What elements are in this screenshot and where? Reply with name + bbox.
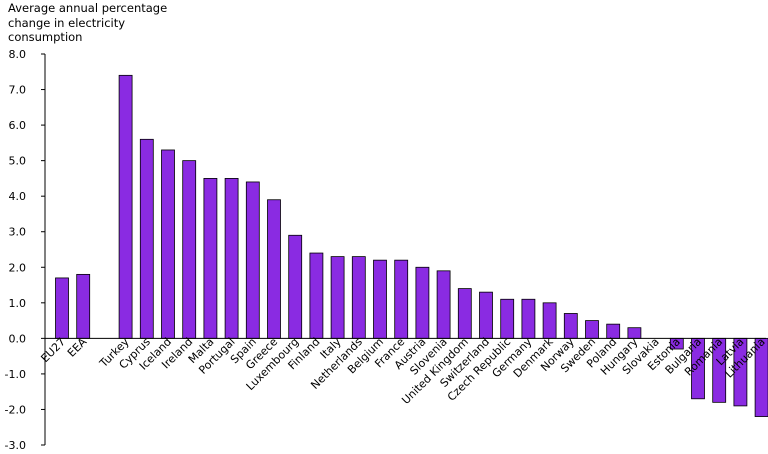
y-tick-label: -3.0 xyxy=(5,439,26,452)
bar-austria xyxy=(415,266,430,339)
y-tick-label: 6.0 xyxy=(9,119,27,132)
bar-belgium xyxy=(373,259,387,339)
y-tick-label: -1.0 xyxy=(5,368,26,381)
y-axis-title-line-1: Average annual percentage xyxy=(8,1,167,15)
bar-slovenia xyxy=(436,270,451,339)
bar-united-kingdom xyxy=(457,288,472,339)
y-tick-label: 1.0 xyxy=(9,297,27,310)
y-tick-label: 0.0 xyxy=(9,332,27,345)
bar-italy xyxy=(330,256,345,339)
y-tick-label: 7.0 xyxy=(9,84,27,97)
bar-switzerland xyxy=(479,291,493,339)
y-tick-label: 5.0 xyxy=(9,155,27,168)
bar-norway xyxy=(563,313,578,339)
bars xyxy=(55,74,768,417)
bar-denmark xyxy=(542,302,557,339)
bar-malta xyxy=(203,178,218,339)
category-label: EU27 xyxy=(38,335,68,365)
y-tick-label: 3.0 xyxy=(9,226,27,239)
y-tick-label: 8.0 xyxy=(9,48,27,61)
y-axis-ticks: 8.0 7.0 6.0 5.0 4.0 3.0 2.0 1.0 0.0 -1.0 -2.0 -3.0 xyxy=(5,48,45,452)
bar-luxembourg xyxy=(288,234,303,339)
y-axis-title: Average annual percentage change in elec… xyxy=(8,1,167,44)
bar-greece xyxy=(267,199,281,339)
y-tick-label: -2.0 xyxy=(5,403,26,416)
bar-cyprus xyxy=(139,138,154,339)
bar-finland xyxy=(309,252,324,339)
bar-turkey xyxy=(118,74,133,339)
bar-eea xyxy=(76,273,91,339)
y-axis-title-line-3: consumption xyxy=(8,30,82,44)
bar-spain xyxy=(245,181,260,339)
bar-portugal xyxy=(224,178,239,339)
bar-czech-republic xyxy=(500,298,515,339)
bar-eu27 xyxy=(55,277,69,339)
y-tick-label: 2.0 xyxy=(9,261,27,274)
bar-germany xyxy=(521,298,536,339)
bar-france xyxy=(394,259,409,339)
bar-ireland xyxy=(182,160,197,339)
y-axis-title-line-2: change in electricity xyxy=(8,16,125,30)
y-tick-label: 4.0 xyxy=(9,190,27,203)
bar-netherlands xyxy=(351,256,366,339)
bar-iceland xyxy=(161,149,175,339)
